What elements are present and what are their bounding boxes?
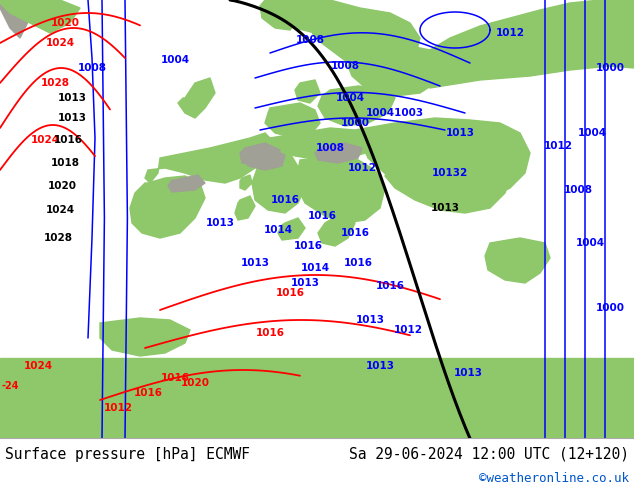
Text: Sa 29-06-2024 12:00 UTC (12+120): Sa 29-06-2024 12:00 UTC (12+120) [349, 446, 629, 462]
Polygon shape [485, 238, 550, 283]
Text: 1013: 1013 [365, 361, 394, 371]
Text: 1016: 1016 [294, 241, 323, 251]
Text: 1004: 1004 [160, 55, 190, 65]
Text: 1004: 1004 [578, 128, 607, 138]
Text: 1004: 1004 [335, 93, 365, 103]
Text: 1014: 1014 [301, 263, 330, 273]
Text: 1013: 1013 [58, 93, 86, 103]
Polygon shape [0, 0, 30, 38]
Text: 1016: 1016 [160, 373, 190, 383]
Text: 10132: 10132 [432, 168, 468, 178]
Polygon shape [280, 0, 325, 33]
Text: 1016: 1016 [375, 281, 404, 291]
Text: 1008: 1008 [330, 61, 359, 71]
Polygon shape [260, 0, 300, 30]
Polygon shape [0, 358, 634, 438]
Text: 1013: 1013 [58, 113, 86, 123]
Text: 1013: 1013 [453, 368, 482, 378]
Text: 1013: 1013 [446, 128, 474, 138]
Polygon shape [252, 146, 305, 213]
Polygon shape [420, 0, 634, 88]
Polygon shape [100, 318, 190, 356]
Polygon shape [0, 378, 634, 438]
Text: 1012: 1012 [543, 141, 573, 151]
Text: 1016: 1016 [134, 388, 162, 398]
Text: 1012: 1012 [496, 28, 524, 38]
Polygon shape [240, 175, 252, 190]
Polygon shape [195, 153, 220, 176]
Polygon shape [178, 78, 215, 118]
Polygon shape [315, 143, 362, 163]
Polygon shape [355, 118, 530, 203]
Polygon shape [240, 143, 280, 166]
Text: 10041003: 10041003 [366, 108, 424, 118]
Text: 1016: 1016 [53, 135, 82, 145]
Polygon shape [235, 196, 255, 220]
Polygon shape [318, 213, 355, 246]
Text: 1008: 1008 [564, 185, 593, 195]
Text: 1008: 1008 [316, 143, 344, 153]
Text: 1000: 1000 [595, 303, 624, 313]
Polygon shape [348, 46, 445, 96]
Text: 1000: 1000 [340, 118, 370, 128]
Text: 1016: 1016 [340, 228, 370, 238]
Polygon shape [295, 80, 320, 103]
Text: 1013: 1013 [430, 203, 460, 213]
Text: ©weatheronline.co.uk: ©weatheronline.co.uk [479, 471, 629, 485]
Polygon shape [265, 103, 320, 138]
Text: 1016: 1016 [271, 195, 299, 205]
Text: 1020: 1020 [181, 378, 209, 388]
Text: 1020: 1020 [51, 18, 79, 28]
Polygon shape [244, 148, 285, 170]
Text: Surface pressure [hPa] ECMWF: Surface pressure [hPa] ECMWF [5, 446, 250, 462]
Polygon shape [0, 0, 80, 33]
Polygon shape [305, 0, 420, 78]
Polygon shape [268, 128, 370, 160]
Text: 1013: 1013 [205, 218, 235, 228]
Polygon shape [385, 156, 510, 213]
Text: 1016: 1016 [256, 328, 285, 338]
Text: 1013: 1013 [240, 258, 269, 268]
Text: 1018: 1018 [51, 158, 79, 168]
Polygon shape [168, 143, 248, 173]
Polygon shape [278, 218, 305, 240]
Text: 1016: 1016 [344, 258, 373, 268]
Text: 1024: 1024 [46, 38, 75, 48]
Text: 1004: 1004 [576, 238, 605, 248]
Polygon shape [168, 175, 205, 192]
Text: 1024: 1024 [46, 205, 75, 215]
Text: 1016: 1016 [276, 288, 304, 298]
Text: 1012: 1012 [394, 325, 422, 335]
Text: 1012: 1012 [347, 163, 377, 173]
Text: 1028: 1028 [44, 233, 72, 243]
Text: 1008: 1008 [295, 35, 325, 45]
Text: 1028: 1028 [41, 78, 70, 88]
Text: 1020: 1020 [48, 181, 77, 191]
Text: 1024: 1024 [23, 361, 53, 371]
Text: 1014: 1014 [264, 225, 292, 235]
Text: 1000: 1000 [595, 63, 624, 73]
Text: 1013: 1013 [356, 315, 384, 325]
Polygon shape [130, 176, 205, 238]
Text: 1016: 1016 [307, 211, 337, 221]
Polygon shape [145, 133, 270, 183]
Text: 1024: 1024 [30, 135, 60, 145]
Text: 1013: 1013 [290, 278, 320, 288]
Text: 1008: 1008 [77, 63, 107, 73]
Polygon shape [295, 156, 385, 223]
Text: -24: -24 [1, 381, 19, 391]
Polygon shape [318, 86, 395, 126]
Text: 1012: 1012 [103, 403, 133, 413]
